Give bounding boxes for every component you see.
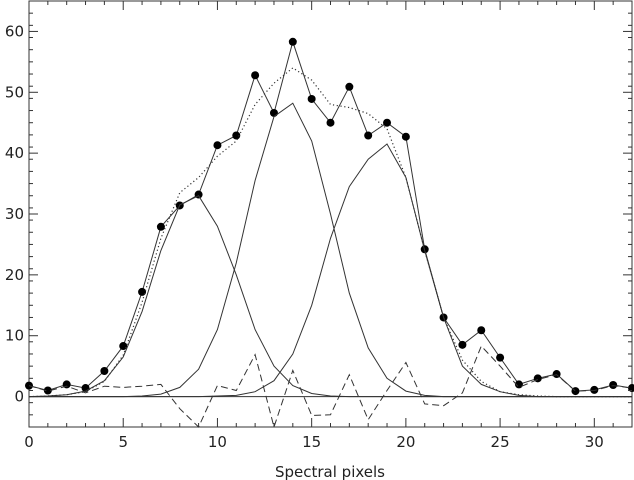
data-point [514, 380, 523, 389]
x-tick-label: 20 [396, 433, 415, 451]
x-tick-label: 15 [302, 433, 321, 451]
y-tick-label: 60 [5, 22, 24, 40]
series-solid-line-3 [29, 102, 632, 398]
y-tick-label: 40 [5, 144, 24, 162]
data-point [156, 222, 165, 231]
data-point [477, 326, 486, 335]
y-axis: 0 10 20 30 40 50 60 [5, 0, 632, 428]
data-point [119, 342, 128, 351]
x-axis-title: Spectral pixels [275, 463, 385, 480]
data-point [383, 118, 392, 127]
data-point [496, 353, 505, 362]
series-layer [25, 37, 634, 429]
series-dashed-line-5 [28, 345, 633, 429]
data-point [590, 385, 599, 394]
x-axis: 0 5 10 15 20 25 30 [24, 1, 614, 451]
data-point [609, 381, 618, 390]
data-point [307, 94, 316, 103]
x-tick-label: 5 [118, 433, 128, 451]
data-point [345, 82, 354, 91]
x-tick-label: 0 [24, 433, 34, 451]
data-point [269, 108, 278, 117]
y-tick-label: 0 [14, 388, 24, 406]
data-point [43, 386, 52, 395]
x-tick-label: 30 [585, 433, 604, 451]
y-tick-label: 20 [5, 266, 24, 284]
series-solid-markers-line-0 [28, 40, 633, 392]
data-point [458, 340, 467, 349]
series-dotted-line-1 [28, 67, 632, 398]
series-solid-line-4 [29, 143, 632, 398]
data-point [326, 118, 335, 127]
data-point [213, 141, 222, 150]
data-point [552, 370, 561, 379]
series-solid-line-2 [28, 195, 632, 398]
data-point [251, 71, 260, 80]
y-tick-label: 10 [5, 327, 24, 345]
y-tick-label: 50 [5, 83, 24, 101]
data-point [364, 131, 373, 140]
x-tick-label: 10 [208, 433, 227, 451]
data-point [401, 132, 410, 141]
data-point [288, 37, 297, 46]
data-point [232, 131, 241, 140]
y-tick-label: 30 [5, 205, 24, 223]
data-point [100, 367, 109, 376]
x-tick-label: 25 [491, 433, 510, 451]
